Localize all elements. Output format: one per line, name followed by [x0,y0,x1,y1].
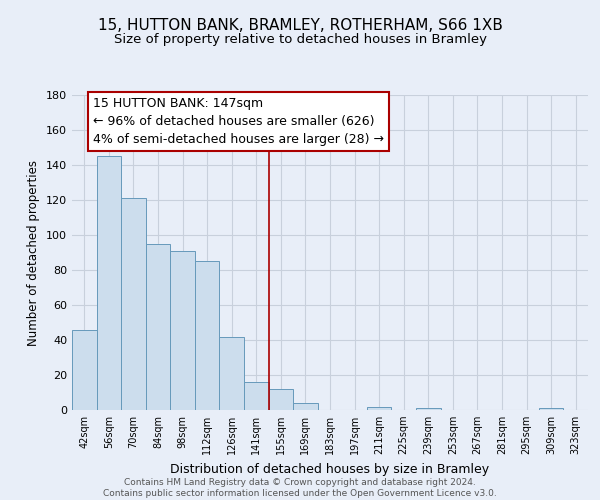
Text: Size of property relative to detached houses in Bramley: Size of property relative to detached ho… [113,32,487,46]
Bar [146,244,170,410]
Bar [367,406,391,410]
Bar [220,336,244,410]
Text: 15 HUTTON BANK: 147sqm
← 96% of detached houses are smaller (626)
4% of semi-det: 15 HUTTON BANK: 147sqm ← 96% of detached… [92,96,383,146]
X-axis label: Distribution of detached houses by size in Bramley: Distribution of detached houses by size … [170,462,490,475]
Bar [416,408,440,410]
Bar [293,403,318,410]
Text: 15, HUTTON BANK, BRAMLEY, ROTHERHAM, S66 1XB: 15, HUTTON BANK, BRAMLEY, ROTHERHAM, S66… [98,18,502,32]
Bar [170,251,195,410]
Bar [539,408,563,410]
Y-axis label: Number of detached properties: Number of detached properties [28,160,40,346]
Bar [195,261,220,410]
Bar [269,389,293,410]
Bar [72,330,97,410]
Bar [97,156,121,410]
Bar [121,198,146,410]
Bar [244,382,269,410]
Text: Contains HM Land Registry data © Crown copyright and database right 2024.
Contai: Contains HM Land Registry data © Crown c… [103,478,497,498]
